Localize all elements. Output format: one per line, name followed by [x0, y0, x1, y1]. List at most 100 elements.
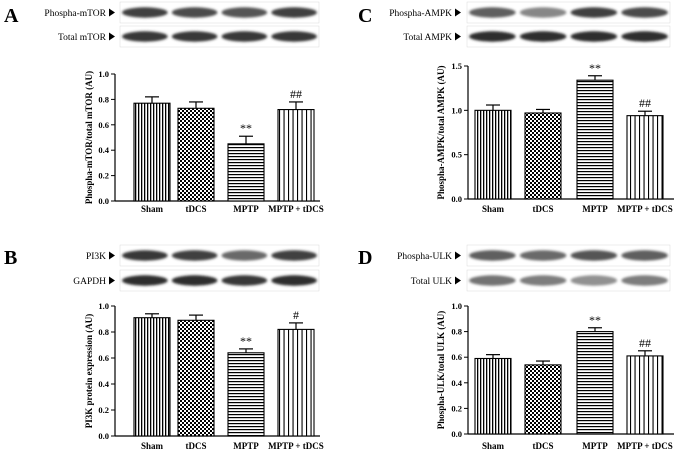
- y-tick-label: 1.0: [98, 69, 109, 79]
- y-axis-label: Phospha-AMPK/total AMPK (AU): [436, 66, 446, 200]
- category-label: tDCS: [185, 441, 206, 451]
- blot-band: [621, 250, 668, 261]
- panel-c: C Phospha-AMPK Total AMPK 0.0 0.5 1.0 1.5 Phosp…: [358, 1, 674, 214]
- blot-label: Total AMPK: [403, 33, 452, 43]
- blot-band: [121, 275, 168, 286]
- significance-label: ##: [290, 87, 302, 101]
- blot-label: Phospha-ULK: [397, 252, 452, 262]
- blot-band: [469, 250, 516, 261]
- significance-label: **: [240, 121, 252, 135]
- y-tick-label: 0.4: [98, 379, 109, 389]
- panel-b: B PI3K GAPDH 0.0 0.2 0.4 0.6 0.8 1.0 PI3K protein…: [4, 244, 324, 451]
- bar: [227, 143, 265, 202]
- blot-strip: [466, 25, 671, 48]
- y-axis-label: Phospha-mTOR/total mTOR (AU): [84, 71, 94, 204]
- blot-strip: [466, 1, 671, 24]
- y-tick-label: 0.0: [98, 431, 109, 441]
- y-tick-label: 0.8: [451, 327, 462, 337]
- significance-label: #: [293, 308, 299, 322]
- blot-label: Phospha-AMPK: [389, 9, 452, 19]
- category-label: MPTP: [233, 441, 259, 451]
- category-label: Sham: [482, 441, 505, 451]
- y-tick-label: 0.4: [451, 378, 462, 388]
- blot-strip: [119, 269, 320, 292]
- panel-letter: A: [4, 5, 19, 27]
- panel-letter: B: [4, 247, 17, 269]
- blot-frame: [466, 269, 671, 292]
- bar: [474, 357, 512, 435]
- blot-band: [519, 275, 567, 286]
- category-label: MPTP: [233, 204, 259, 214]
- bar: [277, 328, 315, 437]
- category-label: tDCS: [532, 441, 553, 451]
- blot-band: [271, 275, 318, 286]
- bar: [133, 317, 171, 437]
- panel-a: A Phospha-mTOR Total mTOR 0.0 0.2 0.4 0.6 0.8 1.…: [4, 1, 324, 214]
- blot-band: [221, 31, 268, 42]
- category-label: Sham: [141, 441, 164, 451]
- y-tick-label: 1.0: [451, 105, 462, 115]
- y-tick-label: 0.8: [98, 94, 109, 104]
- y-tick-label: 1.0: [451, 301, 462, 311]
- bar: [277, 109, 315, 202]
- blot-band: [171, 31, 218, 42]
- blot-band: [519, 7, 567, 18]
- category-label: Sham: [141, 204, 164, 214]
- bar: [524, 364, 562, 435]
- blot-frame: [119, 269, 320, 292]
- blot-label: Phospha-mTOR: [44, 9, 106, 19]
- blot-strip: [119, 244, 320, 267]
- y-tick-label: 1.0: [98, 301, 109, 311]
- blot-arrow-icon: [455, 251, 461, 260]
- category-label: MPTP + tDCS: [268, 441, 324, 451]
- category-label: tDCS: [185, 204, 206, 214]
- blot-band: [469, 275, 516, 286]
- blot-strip: [466, 244, 671, 267]
- blot-frame: [466, 1, 671, 24]
- significance-label: **: [240, 334, 252, 348]
- bar: [177, 319, 215, 437]
- category-label: MPTP: [582, 441, 608, 451]
- blot-band: [221, 7, 268, 18]
- blot-band: [469, 7, 516, 18]
- y-tick-label: 0.6: [98, 353, 109, 363]
- category-label: MPTP: [582, 204, 608, 214]
- blot-band: [519, 31, 567, 42]
- panels: A Phospha-mTOR Total mTOR 0.0 0.2 0.4 0.6 0.8 1.…: [4, 1, 674, 451]
- y-tick-label: 0.0: [98, 196, 109, 206]
- blot-arrow-icon: [455, 32, 461, 41]
- blot-band: [271, 31, 318, 42]
- category-label: Sham: [482, 204, 505, 214]
- y-tick-label: 0.6: [451, 352, 462, 362]
- y-tick-label: 0.4: [98, 145, 109, 155]
- blot-strip: [466, 269, 671, 292]
- category-label: MPTP + tDCS: [617, 204, 673, 214]
- blot-strip: [119, 25, 320, 48]
- y-tick-label: 1.5: [451, 61, 462, 71]
- blot-band: [171, 250, 218, 261]
- blot-band: [271, 7, 318, 18]
- y-tick-label: 0.0: [451, 194, 462, 204]
- blot-band: [121, 31, 168, 42]
- blot-label: Total ULK: [411, 277, 452, 287]
- blot-arrow-icon: [455, 276, 461, 285]
- blot-label: PI3K: [86, 252, 106, 262]
- significance-label: **: [589, 61, 601, 75]
- blot-band: [171, 275, 218, 286]
- blot-band: [519, 250, 567, 261]
- blot-frame: [466, 25, 671, 48]
- y-tick-label: 0.0: [451, 429, 462, 439]
- blot-frame: [119, 25, 320, 48]
- blot-arrow-icon: [109, 32, 115, 41]
- blot-band: [570, 275, 618, 286]
- bar: [576, 331, 614, 435]
- category-label: tDCS: [532, 204, 553, 214]
- significance-label: ##: [639, 96, 651, 110]
- blot-arrow-icon: [109, 251, 115, 260]
- y-tick-label: 0.8: [98, 327, 109, 337]
- category-label: MPTP + tDCS: [617, 441, 673, 451]
- blot-frame: [119, 244, 320, 267]
- blot-arrow-icon: [109, 276, 115, 285]
- blot-frame: [466, 244, 671, 267]
- blot-arrow-icon: [455, 8, 461, 17]
